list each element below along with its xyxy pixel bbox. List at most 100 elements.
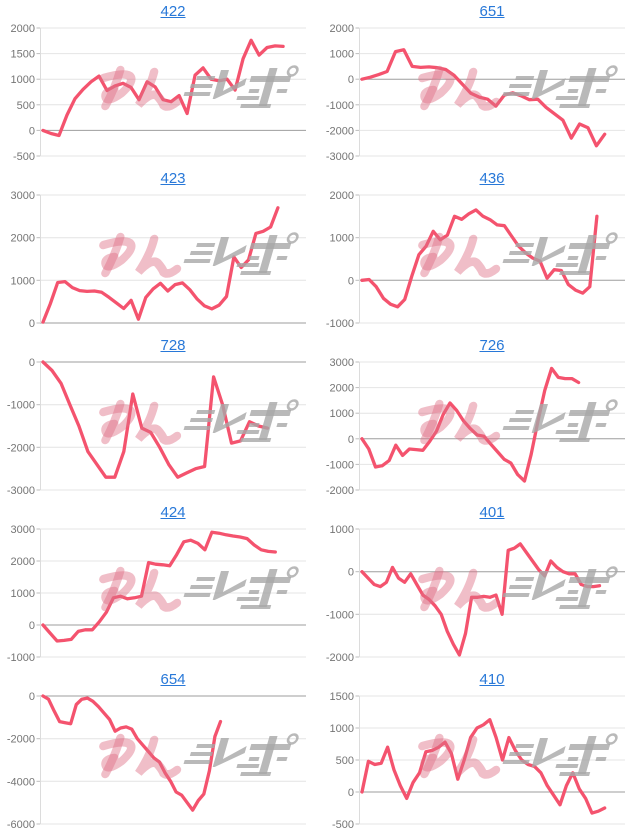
series-line [360,366,581,483]
y-tick-label: -4000 [7,776,35,788]
y-tick-label: 1000 [330,49,354,61]
y-tick-label: 0 [348,787,354,799]
chart-panel-3: 423 3000 2000 1000 0 [0,167,319,334]
watermark-gray-part [183,733,299,776]
watermark-pink-part [99,566,182,612]
chart-panel-5: 728 0 -1000 -2000 -3000 [0,334,319,501]
chart-title-10: 410 [319,668,638,690]
chart-title-5: 728 [0,334,319,356]
y-tick-label: 0 [348,275,354,287]
y-tick-label: -1000 [7,400,35,412]
watermark-pink-part [99,733,182,779]
chart-plot-1: 2000 1500 1000 500 0 -500 [11,23,306,163]
y-tick-label: 500 [17,100,35,112]
y-tick-label: -2000 [326,652,354,664]
y-tick-label: -2000 [326,125,354,137]
y-tick-label: 3000 [11,190,35,202]
chart-plot-3: 3000 2000 1000 0 [11,190,306,330]
y-tick-label: -500 [13,151,35,163]
watermark-gray-part [183,232,299,275]
chart-plot-9: 0 -2000 -4000 -6000 [7,691,306,831]
chart-link-8[interactable]: 401 [479,504,505,521]
watermark-gray-part [502,566,618,609]
chart-title-3: 423 [0,167,319,189]
chart-panel-4: 436 2000 1000 0 -1000 [319,167,638,334]
y-tick-label: 1000 [330,408,354,420]
watermark-gray-part [502,733,618,776]
watermark-gray-part [183,399,299,442]
chart-panel-8: 401 1000 0 -1000 -2000 [319,501,638,668]
y-tick-label: -1000 [326,609,354,621]
y-tick-label: 0 [29,691,35,703]
watermark-pink-part [418,399,501,445]
minrepo-watermark [99,733,299,779]
chart-panel-6: 726 3000 2000 1000 0 -1000 -2000 [319,334,638,501]
chart-link-9[interactable]: 654 [160,671,186,688]
y-tick-label: -3000 [7,485,35,497]
series-line [360,542,602,657]
watermark-pink-part [418,733,501,779]
y-tick-label: -1000 [326,318,354,330]
chart-link-4[interactable]: 436 [479,170,505,187]
chart-title-2: 651 [319,0,638,22]
y-tick-label: -1000 [326,459,354,471]
y-tick-label: 2000 [11,556,35,568]
y-tick-label: 1000 [330,723,354,735]
chart-link-7[interactable]: 424 [160,504,186,521]
y-tick-label: 2000 [11,23,35,35]
chart-plot-2: 2000 1000 0 -1000 -2000 -3000 [326,23,625,163]
watermark-gray-part [183,65,299,108]
watermark-gray-part [183,566,299,609]
chart-link-5[interactable]: 728 [160,337,186,354]
chart-title-4: 436 [319,167,638,189]
watermark-pink-part [418,232,501,278]
chart-plot-8: 1000 0 -1000 -2000 [326,524,625,664]
chart-link-3[interactable]: 423 [160,170,186,187]
chart-link-10[interactable]: 410 [479,671,505,688]
minrepo-watermark [99,232,299,278]
series-line [41,530,277,643]
watermark-pink-part [99,399,182,445]
watermark-pink-part [99,65,182,111]
chart-title-7: 424 [0,501,319,523]
y-tick-label: 1000 [330,233,354,245]
series-line [360,48,607,148]
y-tick-label: -1000 [326,100,354,112]
chart-title-6: 726 [319,334,638,356]
watermark-gray-part [502,399,618,442]
chart-plot-6: 3000 2000 1000 0 -1000 -2000 [326,357,625,497]
y-tick-label: 2000 [330,383,354,395]
y-tick-label: 0 [348,434,354,446]
y-tick-label: 3000 [330,357,354,369]
y-tick-label: -1000 [7,652,35,664]
y-tick-label: -500 [332,819,354,831]
minrepo-watermark [418,232,618,278]
y-tick-label: 0 [29,357,35,369]
chart-plot-7: 3000 2000 1000 0 -1000 [7,524,306,664]
chart-link-2[interactable]: 651 [479,3,505,20]
y-tick-label: 1000 [11,588,35,600]
chart-panel-1: 422 2000 1500 1000 500 0 -500 [0,0,319,167]
chart-plot-10: 1500 1000 500 0 -500 [330,691,625,831]
minrepo-watermark [418,733,618,779]
chart-panel-9: 654 0 -2000 -4000 -6000 [0,668,319,835]
series-line [360,718,607,815]
y-tick-label: 0 [29,318,35,330]
y-tick-label: 1500 [330,691,354,703]
chart-link-1[interactable]: 422 [160,3,186,20]
watermark-gray-part [502,232,618,275]
chart-link-6[interactable]: 726 [479,337,505,354]
y-tick-label: 2000 [330,23,354,35]
minrepo-watermark [418,399,618,445]
watermark-gray-part [502,65,618,108]
chart-panel-7: 424 3000 2000 1000 0 -1000 [0,501,319,668]
minrepo-watermark [99,65,299,111]
y-tick-label: -2000 [326,485,354,497]
watermark-pink-part [418,566,501,612]
watermark-pink-part [99,232,182,278]
y-tick-label: 3000 [11,524,35,536]
chart-plot-5: 0 -1000 -2000 -3000 [7,357,306,497]
chart-title-1: 422 [0,0,319,22]
chart-panel-10: 410 1500 1000 500 0 -500 [319,668,638,835]
